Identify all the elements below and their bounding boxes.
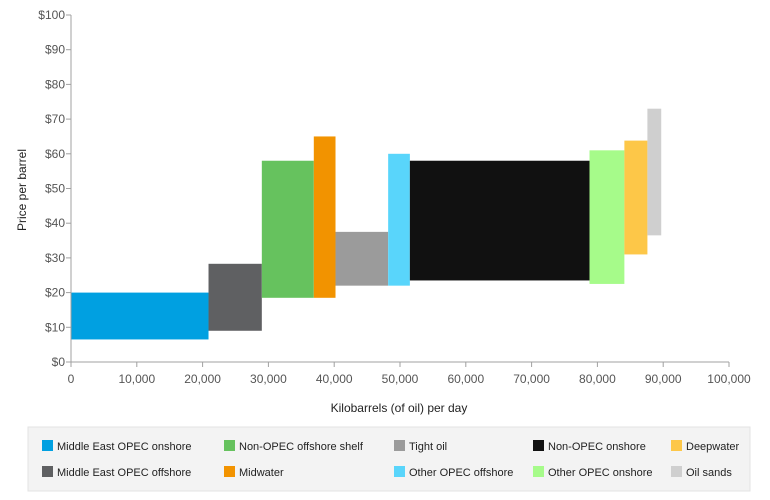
legend-label-non-opec-offshore-shelf: Non-OPEC offshore shelf bbox=[239, 441, 364, 453]
legend-swatch-non-opec-offshore-shelf bbox=[224, 440, 235, 451]
x-tick-label: 70,000 bbox=[513, 372, 550, 386]
y-tick-label: $80 bbox=[45, 77, 65, 91]
axes-layer: $0 $10 $20 $30 $40 $50 $60 $70 $80 $90 $100 0 10,000… bbox=[38, 8, 751, 386]
y-tick-label: $50 bbox=[45, 182, 65, 196]
bar-midwater bbox=[313, 136, 336, 298]
x-tick-label: 30,000 bbox=[250, 372, 287, 386]
legend-label-middle-east-opec-offshore: Middle East OPEC offshore bbox=[57, 467, 191, 479]
x-tick-label: 40,000 bbox=[316, 372, 353, 386]
x-tick-label: 0 bbox=[68, 372, 75, 386]
bar-middle-east-opec-onshore bbox=[71, 292, 209, 340]
legend-swatch-non-opec-onshore bbox=[533, 440, 544, 451]
x-tick-label: 90,000 bbox=[645, 372, 682, 386]
y-tick-label: $30 bbox=[45, 251, 65, 265]
bar-middle-east-opec-offshore bbox=[208, 263, 262, 331]
x-axis-title: Kilobarrels (of oil) per day bbox=[331, 401, 468, 415]
y-tick-label: $20 bbox=[45, 286, 65, 300]
x-tick-label: 20,000 bbox=[184, 372, 221, 386]
x-tick-label: 10,000 bbox=[118, 372, 155, 386]
bar-non-opec-onshore bbox=[409, 160, 590, 281]
legend-label-tight-oil: Tight oil bbox=[409, 441, 447, 453]
legend-label-middle-east-opec-onshore: Middle East OPEC onshore bbox=[57, 441, 192, 453]
bar-non-opec-offshore-shelf bbox=[261, 160, 314, 298]
legend-swatch-oil-sands bbox=[671, 466, 682, 477]
legend-label-midwater: Midwater bbox=[239, 467, 284, 479]
legend-label-oil-sands: Oil sands bbox=[686, 467, 732, 479]
legend-box bbox=[27, 426, 751, 492]
y-tick-label: $100 bbox=[38, 8, 65, 22]
y-tick-label: $10 bbox=[45, 320, 65, 334]
y-tick-label: $90 bbox=[45, 43, 65, 57]
x-tick-label: 100,000 bbox=[707, 372, 751, 386]
bar-other-opec-onshore bbox=[589, 150, 625, 284]
legend-label-deepwater: Deepwater bbox=[686, 441, 740, 453]
legend-swatch-other-opec-onshore bbox=[533, 466, 544, 477]
y-tick-label: $0 bbox=[52, 355, 66, 369]
legend-swatch-middle-east-opec-onshore bbox=[42, 440, 53, 451]
legend-swatch-deepwater bbox=[671, 440, 682, 451]
legend-swatch-midwater bbox=[224, 466, 235, 477]
y-axis-title: Price per barrel bbox=[15, 149, 29, 231]
bar-oil-sands bbox=[647, 108, 662, 236]
legend-label-non-opec-onshore: Non-OPEC onshore bbox=[548, 441, 646, 453]
bar-deepwater bbox=[624, 140, 648, 255]
legend: Middle East OPEC onshore Middle East OPEC… bbox=[27, 426, 751, 492]
legend-swatch-other-opec-offshore bbox=[394, 466, 405, 477]
x-tick-label: 50,000 bbox=[382, 372, 419, 386]
bars-layer bbox=[71, 108, 662, 340]
legend-swatch-tight-oil bbox=[394, 440, 405, 451]
y-tick-label: $40 bbox=[45, 216, 65, 230]
legend-label-other-opec-offshore: Other OPEC offshore bbox=[409, 467, 513, 479]
x-tick-label: 60,000 bbox=[447, 372, 484, 386]
x-tick-label: 80,000 bbox=[579, 372, 616, 386]
legend-swatch-middle-east-opec-offshore bbox=[42, 466, 53, 477]
y-tick-label: $70 bbox=[45, 112, 65, 126]
bar-other-opec-offshore bbox=[388, 153, 410, 286]
y-tick-label: $60 bbox=[45, 147, 65, 161]
legend-label-other-opec-onshore: Other OPEC onshore bbox=[548, 467, 653, 479]
bar-tight-oil bbox=[335, 231, 389, 286]
